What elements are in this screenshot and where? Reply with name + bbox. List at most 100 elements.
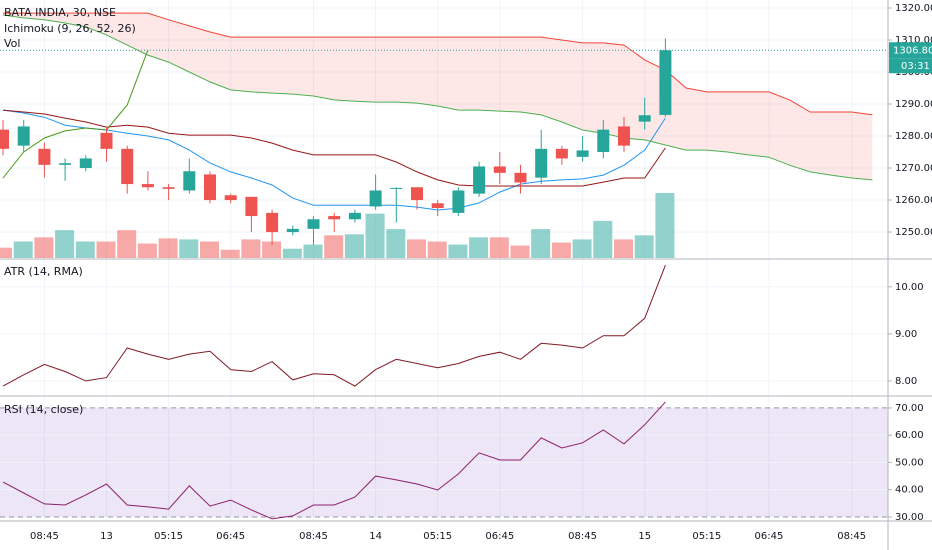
- volume-bar: [262, 241, 282, 258]
- candle-body: [307, 219, 320, 229]
- last-price-box: [889, 42, 932, 59]
- candle-body: [162, 187, 175, 189]
- x-tick-label: 05:15: [423, 531, 452, 542]
- x-tick-label: 06:45: [216, 531, 245, 542]
- volume-bar: [365, 213, 385, 258]
- candle-body: [514, 172, 527, 183]
- candle-body: [59, 163, 72, 165]
- y-tick-label: 9.00: [895, 329, 917, 340]
- y-tick-label: 30.00: [895, 512, 924, 523]
- candle-body: [17, 126, 30, 146]
- volume-bar: [469, 237, 489, 258]
- volume-bar: [55, 230, 75, 258]
- x-tick-label: 08:45: [299, 531, 328, 542]
- plot: [0, 12, 888, 520]
- volume-bar: [282, 248, 302, 258]
- volume-bar: [407, 239, 426, 258]
- y-tick-label: 1280.00: [895, 131, 932, 142]
- ichimoku-line: [2, 49, 149, 179]
- candle-body: [100, 132, 113, 149]
- x-tick-label: 08:45: [568, 531, 597, 542]
- candle-body: [638, 115, 651, 122]
- ichimoku-line: [2, 109, 666, 187]
- volume-bar: [303, 244, 323, 258]
- indicator-title: Vol: [4, 37, 20, 50]
- volume-bar: [634, 235, 654, 258]
- ichimoku-cloud: [3, 13, 873, 180]
- candle-body: [576, 150, 589, 157]
- y-tick-label: 60.00: [895, 430, 924, 441]
- candle-body: [286, 228, 299, 233]
- candle-body: [79, 158, 92, 169]
- pane-title: ATR (14, RMA): [4, 265, 83, 278]
- indicator-line: [2, 265, 666, 387]
- y-tick-label: 40.00: [895, 485, 924, 496]
- y-tick-label: 1260.00: [895, 195, 932, 206]
- candle-body: [473, 166, 486, 194]
- volume-bar: [510, 245, 530, 258]
- candle-body: [121, 148, 134, 185]
- x-tick-label: 06:45: [485, 531, 514, 542]
- candle-body: [535, 148, 548, 178]
- candle-body: [493, 166, 506, 173]
- volume-bar: [117, 230, 137, 258]
- x-tick-label: 05:15: [154, 531, 183, 542]
- volume-bar: [572, 239, 592, 258]
- volume-bar: [0, 247, 12, 258]
- volume-bar: [531, 229, 551, 258]
- candle-body: [431, 203, 444, 209]
- candle-body: [38, 148, 51, 165]
- volume-bar: [324, 235, 344, 258]
- countdown-box: [889, 58, 932, 74]
- volume-bar: [13, 241, 33, 258]
- candle-body: [224, 195, 237, 201]
- candle-body: [618, 126, 630, 146]
- x-tick-label: 05:15: [692, 531, 721, 542]
- volume-bar: [200, 241, 219, 258]
- volume-bar: [489, 237, 509, 258]
- candle-body: [204, 174, 216, 201]
- volume-bar: [344, 234, 364, 258]
- x-tick-label: 08:45: [30, 531, 59, 542]
- candle-body: [141, 184, 154, 188]
- x-tick-label: 15: [638, 531, 651, 542]
- y-tick-label: 1310.00: [895, 35, 932, 46]
- volume-bar: [614, 239, 633, 258]
- y-tick-label: 1290.00: [895, 99, 932, 110]
- last-price-label: 1306.80: [893, 45, 932, 56]
- ichimoku-line: [3, 12, 873, 116]
- y-tick-label: 50.00: [895, 457, 924, 468]
- volume-bar: [34, 237, 54, 258]
- volume-bar: [655, 192, 675, 258]
- y-tick-label: 1270.00: [895, 163, 932, 174]
- volume-bar: [96, 241, 116, 258]
- indicator-line: [2, 401, 666, 520]
- volume-bar: [241, 239, 261, 258]
- y-tick-label: 8.00: [895, 376, 917, 387]
- volume-bar: [427, 241, 447, 258]
- volume-bar: [593, 220, 613, 258]
- y-tick-label: 1320.00: [895, 3, 932, 14]
- candle-body: [597, 129, 610, 153]
- indicator-title: Ichimoku (9, 26, 52, 26): [4, 22, 136, 35]
- x-tick-label: 13: [100, 531, 113, 542]
- y-tick-label: 70.00: [895, 403, 924, 414]
- x-tick-label: 06:45: [754, 531, 783, 542]
- volume-bar: [158, 238, 178, 258]
- candle-body: [348, 212, 361, 220]
- ichimoku-line: [2, 14, 873, 181]
- x-tick-label: 14: [369, 531, 382, 542]
- pane-title: RSI (14, close): [4, 403, 83, 416]
- volume-bar: [551, 242, 571, 258]
- candle-body: [0, 129, 9, 149]
- volume-bar: [386, 229, 406, 258]
- candle-body: [266, 212, 279, 233]
- volume-bar: [75, 241, 95, 258]
- candle-body: [390, 187, 403, 189]
- countdown-label: 03:31: [901, 61, 930, 72]
- volume-bar: [137, 243, 157, 258]
